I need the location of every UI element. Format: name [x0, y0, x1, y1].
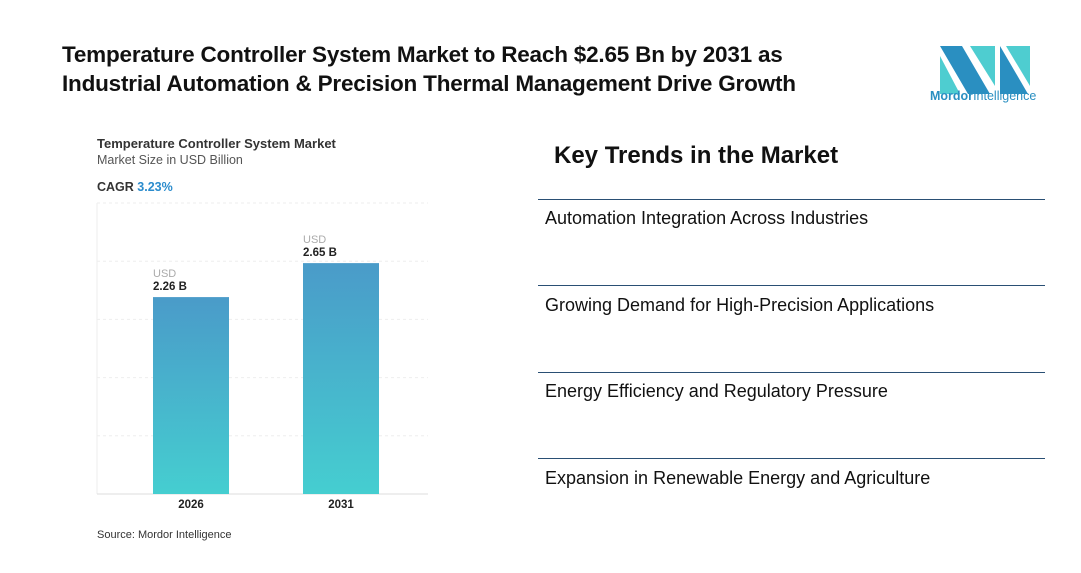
logo-text: MordorIntelligence	[930, 89, 1037, 103]
trend-item: Expansion in Renewable Energy and Agricu…	[545, 468, 931, 488]
divider	[538, 372, 1045, 373]
title-line-1: Temperature Controller System Market to …	[62, 42, 783, 67]
divider	[538, 199, 1045, 200]
cagr-value: 3.23%	[137, 180, 173, 194]
chart-title: Temperature Controller System Market	[97, 136, 336, 151]
data-label: 2.26 B	[153, 281, 187, 293]
value-prefix: USD	[153, 268, 176, 280]
divider	[538, 458, 1045, 459]
title-line-2: Industrial Automation & Precision Therma…	[62, 71, 796, 96]
cagr: CAGR 3.23%	[97, 180, 173, 194]
mordor-logo-icon	[940, 46, 1030, 94]
chart-subtitle: Market Size in USD Billion	[97, 153, 243, 167]
bar-2026	[153, 297, 229, 494]
chart-source: Source: Mordor Intelligence	[97, 529, 232, 541]
value-prefix: USD	[303, 234, 326, 246]
key-trends-title: Key Trends in the Market	[554, 142, 839, 169]
bar-2031	[303, 263, 379, 494]
divider	[538, 285, 1045, 286]
trend-item: Automation Integration Across Industries	[545, 208, 869, 228]
trend-item: Energy Efficiency and Regulatory Pressur…	[545, 381, 888, 401]
page-title: Temperature Controller System Market to …	[62, 40, 796, 98]
data-label: 2.65 B	[303, 247, 337, 259]
trend-item: Growing Demand for High-Precision Applic…	[545, 295, 935, 315]
x-tick-label: 2026	[178, 499, 204, 511]
x-tick-label: 2031	[328, 499, 354, 511]
